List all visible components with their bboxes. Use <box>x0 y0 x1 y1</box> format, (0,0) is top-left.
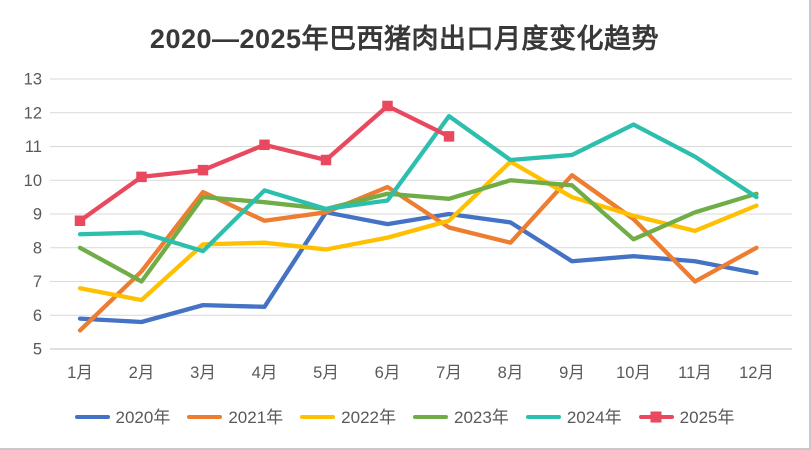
x-axis-tick-label: 4月 <box>252 364 278 382</box>
legend-item-2022年: 2022年 <box>300 409 396 426</box>
x-axis-tick-label: 1月 <box>67 364 93 382</box>
series-marker-2025年 <box>382 100 393 112</box>
y-axis-tick-label: 9 <box>33 206 42 224</box>
series-marker-2025年 <box>197 164 209 176</box>
y-axis-tick-label: 7 <box>33 273 42 291</box>
series-marker-2025年 <box>74 215 86 226</box>
series-marker-2025年 <box>259 139 270 151</box>
legend-swatch-2020年 <box>74 414 110 420</box>
y-axis-tick-label: 13 <box>24 71 42 89</box>
x-axis-tick-label: 5月 <box>313 364 339 382</box>
y-axis-tick-label: 11 <box>25 138 42 156</box>
series-line-2024年 <box>77 113 759 254</box>
x-axis-tick-label: 9月 <box>559 364 585 382</box>
y-axis-tick-label: 8 <box>33 239 42 257</box>
legend-item-2025年: 2025年 <box>638 407 735 427</box>
legend: 2020年 2021年 2022年 2023年 2024年 2025年 <box>0 402 809 432</box>
legend-square-marker <box>650 411 662 423</box>
y-axis-tick-label: 12 <box>24 104 42 122</box>
x-axis-tick-label: 11月 <box>678 364 712 382</box>
legend-label: 2021年 <box>228 407 284 427</box>
y-axis-tick-label: 5 <box>33 341 42 359</box>
legend-swatch-2022年 <box>300 414 336 420</box>
x-axis-tick-label: 10月 <box>616 364 651 382</box>
legend-item-2023年: 2023年 <box>413 409 509 426</box>
legend-label: 2022年 <box>341 407 396 427</box>
legend-item-2024年: 2024年 <box>525 407 622 427</box>
x-axis-tick-label: 8月 <box>498 364 524 382</box>
legend-label: 2025年 <box>679 407 735 427</box>
x-axis-tick-label: 2月 <box>129 364 155 382</box>
y-axis-tick-label: 6 <box>33 307 42 325</box>
series-marker-2025年 <box>443 131 455 142</box>
x-axis-tick-label: 6月 <box>375 364 401 382</box>
legend-label: 2023年 <box>454 407 509 427</box>
y-axis-tick-label: 10 <box>24 172 42 190</box>
chart-title: 2020—2025年巴西猪肉出口月度变化趋势 <box>149 24 660 54</box>
line-chart: 5 6 7 8 9 10 11 12 13 1月 2月 3月 4月 5月 6月 7月 8月 9月 10月 11月 12月 <box>24 71 792 382</box>
legend-swatch-2025年 <box>638 411 674 423</box>
series-marker-2025年 <box>136 171 147 183</box>
series-line-2023年 <box>77 178 759 284</box>
series-line-2020年 <box>77 210 759 325</box>
legend-item-2020年: 2020年 <box>74 407 171 427</box>
legend-label: 2020年 <box>115 407 171 427</box>
x-axis-tick-label: 3月 <box>190 364 216 382</box>
legend-swatch-2021年 <box>187 414 223 420</box>
legend-swatch-2024年 <box>525 414 561 420</box>
legend-label: 2024年 <box>566 407 622 427</box>
legend-item-2021年: 2021年 <box>187 409 283 426</box>
legend-swatch-2023年 <box>413 414 448 420</box>
series-line-2021年 <box>77 173 759 333</box>
x-axis-tick-label: 7月 <box>436 364 462 382</box>
series-marker-2025年 <box>320 154 332 166</box>
x-axis-tick-label: 12月 <box>739 364 774 382</box>
series-line-2022年 <box>77 159 759 303</box>
